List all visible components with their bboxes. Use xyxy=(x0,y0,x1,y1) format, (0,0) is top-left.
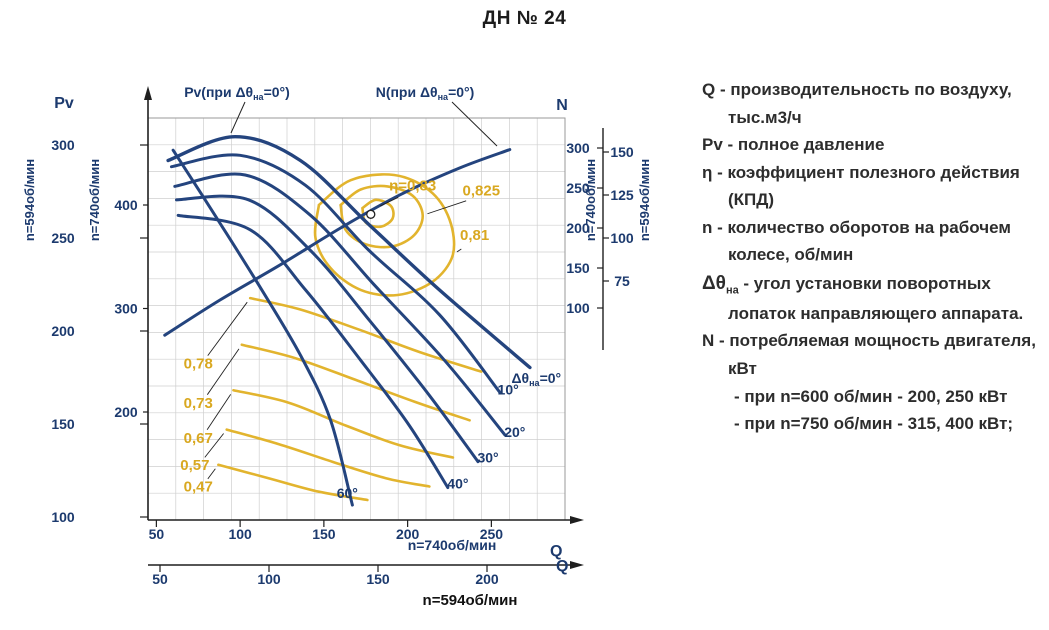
legend-panel: Q - производительность по воздуху, тыс.м3… xyxy=(694,76,1046,438)
legend-line: N - потребляемая мощность двигателя, xyxy=(702,331,1036,351)
tick-label-q740: 50 xyxy=(149,526,165,542)
power-curve-label: N(при Δθна=0°) xyxy=(376,84,475,102)
legend-line: (КПД) xyxy=(728,190,775,210)
eta-leader-0.83 xyxy=(380,196,399,207)
tick-label-n740: 100 xyxy=(566,300,590,316)
pv-label-leader xyxy=(230,101,246,134)
tick-label-q740: 150 xyxy=(312,526,336,542)
eta-contour-0.81 xyxy=(313,173,456,297)
right-outer-scale-label: n=594об/мин xyxy=(637,159,652,241)
angle-label-40°: 40° xyxy=(447,476,468,492)
pressure-curve-30° xyxy=(174,194,480,464)
tick-label-pv740: 300 xyxy=(114,301,138,317)
eta-leader-0.57 xyxy=(204,433,224,458)
angle-label-10°: 10° xyxy=(498,381,519,397)
n-label-leader xyxy=(451,101,498,147)
pv-curve-label: Pv(при Δθна=0°) xyxy=(184,84,290,102)
tick-label-n594: 100 xyxy=(610,230,634,246)
eta-contour-0.57 xyxy=(225,428,431,488)
tick-label-q594: 200 xyxy=(475,571,499,587)
fan-performance-chart: 300 250 200 150 100 400 300 200 50 100 150 200 250 50… xyxy=(22,84,652,609)
legend-line: тыс.м3/ч xyxy=(728,107,802,127)
pv-axis-title: Pv xyxy=(54,95,74,112)
left-axis-arrow xyxy=(144,86,152,100)
tick-label-pv740: 400 xyxy=(114,197,138,213)
tick-label-n594: 75 xyxy=(614,273,630,289)
design-point-marker xyxy=(366,209,376,219)
pressure-curve-60° xyxy=(171,148,354,507)
tick-label-pv594: 250 xyxy=(51,230,75,246)
legend-line: Q - производительность по воздуху, xyxy=(702,80,1012,99)
angle-label-20°: 20° xyxy=(504,424,525,440)
legend-line: кВт xyxy=(728,358,757,378)
left-outer-scale-label: n=594об/мин xyxy=(22,159,37,241)
pressure-curve-10° xyxy=(169,153,502,394)
legend-line: n - количество оборотов на рабочем xyxy=(702,217,1011,237)
eta-leader-0.81 xyxy=(456,248,462,253)
page-title: ДН № 24 xyxy=(482,8,567,29)
eta-leader-0.47 xyxy=(207,468,216,480)
pressure-curve-20° xyxy=(173,172,507,437)
tick-label-pv594: 100 xyxy=(51,509,75,525)
bottom-axis-594-arrow xyxy=(570,561,584,569)
legend-line: колесе, об/мин xyxy=(728,245,854,265)
left-inner-scale-label: n=740об/мин xyxy=(87,159,102,241)
tick-label-q740: 250 xyxy=(480,526,504,542)
tick-label-n740: 150 xyxy=(566,260,590,276)
legend-line: - при n=750 об/мин - 315, 400 кВт; xyxy=(734,414,1014,434)
tick-label-n740: 300 xyxy=(566,140,590,156)
eta-leader-0.825 xyxy=(427,200,467,215)
tick-label-q740: 100 xyxy=(228,526,252,542)
legend-line: Δθна - угол установки поворотных xyxy=(702,272,991,297)
legend-line: лопаток направляющего аппарата. xyxy=(728,303,1024,323)
tick-label-pv740: 200 xyxy=(114,404,138,420)
angle-label-0°: Δθна=0° xyxy=(511,370,561,388)
tick-label-pv594: 200 xyxy=(51,323,75,339)
q-axis-title-594: Q xyxy=(556,558,568,575)
tick-label-n594: 150 xyxy=(610,144,634,160)
eta-contour-0.67 xyxy=(232,388,455,459)
angle-label-60°: 60° xyxy=(337,485,358,501)
bottom-594-label: n=594об/мин xyxy=(423,592,518,609)
eta-label-0.78: 0,78 xyxy=(184,356,213,373)
q-axis-title-740: Q xyxy=(550,543,562,560)
chart-canvas: 300 250 200 150 100 400 300 200 50 100 150 200 250 50… xyxy=(22,84,652,609)
eta-contour-0.73 xyxy=(240,343,471,422)
pressure-curve-40° xyxy=(176,213,450,490)
eta-contour-0.47 xyxy=(217,463,369,502)
tick-label-n594: 125 xyxy=(610,187,634,203)
tick-label-q740: 200 xyxy=(396,526,420,542)
tick-label-q594: 50 xyxy=(152,571,168,587)
tick-label-pv594: 150 xyxy=(51,416,75,432)
right-inner-scale-label: n=740об/мин xyxy=(583,159,598,241)
eta-leader-0.78 xyxy=(207,301,248,356)
legend-line: - при n=600 об/мин - 200, 250 кВт xyxy=(734,386,1008,406)
eta-label-0.81: 0,81 xyxy=(460,227,489,244)
eta-label-0.825: 0,825 xyxy=(463,183,501,200)
eta-label-0.47: 0,47 xyxy=(184,479,213,496)
eta-leader-0.73 xyxy=(206,348,240,395)
tick-label-q594: 100 xyxy=(257,571,281,587)
eta-label-0.57: 0,57 xyxy=(180,457,209,474)
tick-label-n740: 250 xyxy=(566,180,590,196)
pressure-curve-0° xyxy=(166,134,532,370)
legend-line: η - коэффициент полезного действия xyxy=(702,162,1020,182)
eta-label-0.83: η=0,83 xyxy=(389,178,436,195)
bottom-740-label: n=740об/мин xyxy=(408,537,497,553)
bottom-axis-740-arrow xyxy=(570,516,584,524)
tick-label-n740: 200 xyxy=(566,220,590,236)
eta-contour-0.825 xyxy=(339,184,425,249)
n-axis-title: N xyxy=(556,97,568,114)
legend-line: Pv - полное давление xyxy=(702,135,885,155)
tick-label-pv594: 300 xyxy=(51,137,75,153)
tick-label-q594: 150 xyxy=(366,571,390,587)
eta-label-0.73: 0,73 xyxy=(184,395,213,412)
eta-leader-0.67 xyxy=(206,394,232,430)
power-curve xyxy=(163,148,512,337)
angle-label-30°: 30° xyxy=(477,450,498,466)
eta-label-0.67: 0,67 xyxy=(184,430,213,447)
